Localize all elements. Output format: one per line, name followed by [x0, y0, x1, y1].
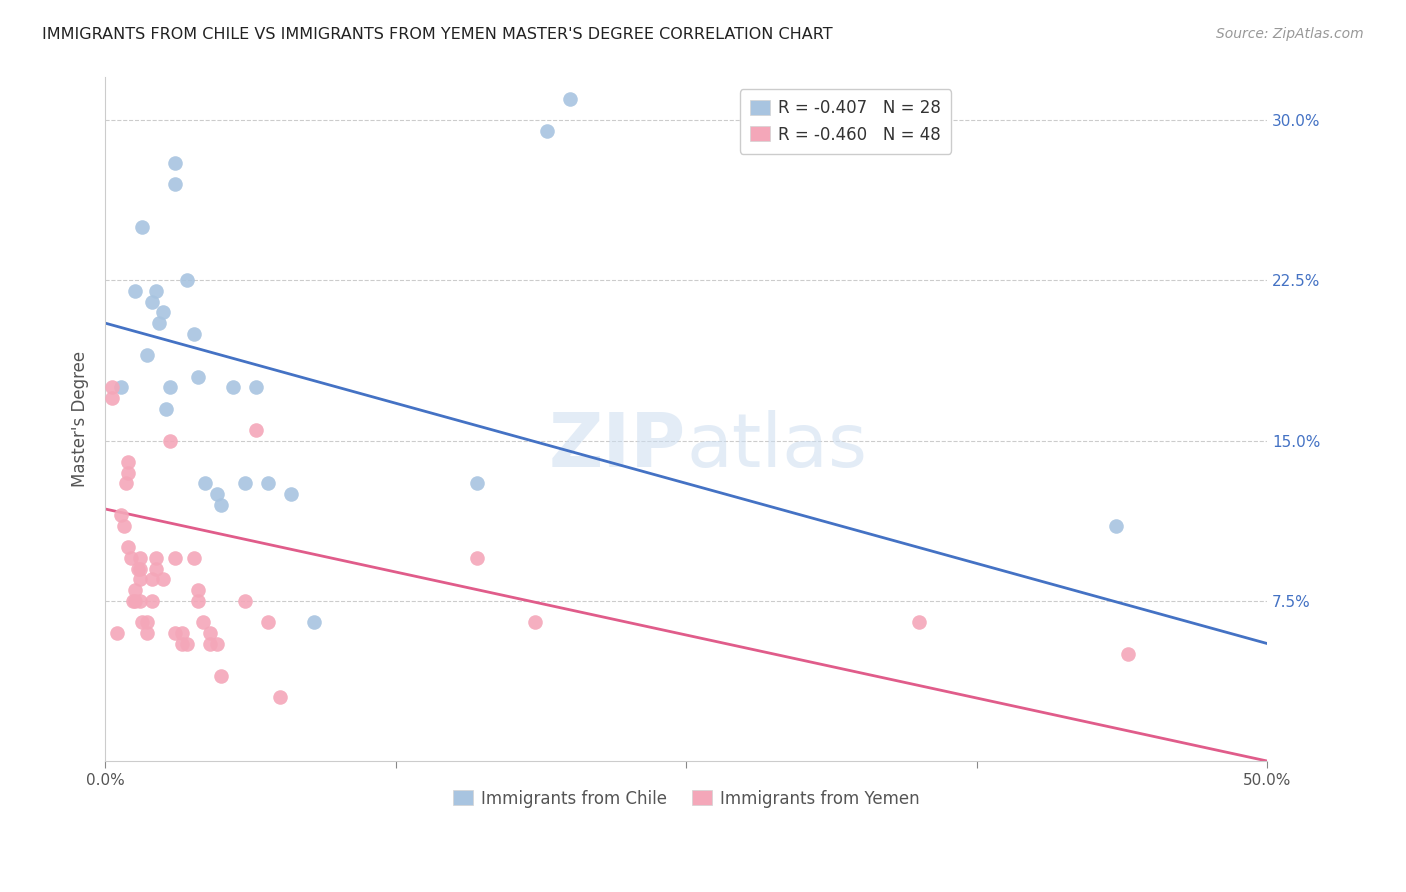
Point: [1116, 647, 1139, 661]
Point: [101, 391, 124, 405]
Point: [198, 626, 221, 640]
Point: [124, 594, 146, 608]
Point: [129, 551, 152, 566]
Point: [176, 636, 198, 650]
Text: Source: ZipAtlas.com: Source: ZipAtlas.com: [1216, 27, 1364, 41]
Point: [141, 594, 163, 608]
Point: [205, 636, 228, 650]
Point: [159, 380, 181, 394]
Point: [304, 615, 326, 630]
Point: [117, 541, 139, 555]
Point: [131, 615, 153, 630]
Point: [907, 615, 929, 630]
Point: [136, 626, 159, 640]
Point: [269, 690, 291, 704]
Point: [163, 551, 186, 566]
Point: [163, 156, 186, 170]
Point: [209, 498, 232, 512]
Point: [129, 573, 152, 587]
Point: [187, 583, 209, 598]
Point: [524, 615, 547, 630]
Point: [183, 551, 205, 566]
Point: [145, 562, 167, 576]
Point: [101, 380, 124, 394]
Point: [155, 401, 177, 416]
Point: [120, 551, 142, 566]
Point: [145, 551, 167, 566]
Point: [127, 562, 149, 576]
Point: [257, 476, 280, 491]
Point: [465, 551, 488, 566]
Point: [183, 326, 205, 341]
Point: [209, 668, 232, 682]
Point: [205, 487, 228, 501]
Point: [110, 380, 132, 394]
Point: [115, 476, 138, 491]
Point: [141, 573, 163, 587]
Point: [536, 124, 558, 138]
Y-axis label: Master's Degree: Master's Degree: [72, 351, 89, 487]
Point: [152, 573, 174, 587]
Point: [170, 636, 193, 650]
Point: [105, 626, 128, 640]
Point: [198, 636, 221, 650]
Point: [176, 273, 198, 287]
Point: [163, 626, 186, 640]
Point: [152, 305, 174, 319]
Point: [110, 508, 132, 523]
Text: ZIP: ZIP: [548, 410, 686, 483]
Point: [280, 487, 302, 501]
Point: [124, 583, 146, 598]
Point: [141, 294, 163, 309]
Point: [187, 594, 209, 608]
Text: IMMIGRANTS FROM CHILE VS IMMIGRANTS FROM YEMEN MASTER'S DEGREE CORRELATION CHART: IMMIGRANTS FROM CHILE VS IMMIGRANTS FROM…: [42, 27, 832, 42]
Point: [117, 455, 139, 469]
Point: [257, 615, 280, 630]
Point: [148, 316, 170, 330]
Point: [222, 380, 245, 394]
Point: [136, 348, 159, 362]
Point: [136, 615, 159, 630]
Point: [131, 219, 153, 234]
Point: [465, 476, 488, 491]
Point: [1105, 519, 1128, 533]
Point: [187, 369, 209, 384]
Point: [124, 284, 146, 298]
Point: [145, 284, 167, 298]
Point: [191, 615, 214, 630]
Point: [245, 423, 267, 437]
Text: atlas: atlas: [686, 410, 868, 483]
Point: [233, 594, 256, 608]
Legend: Immigrants from Chile, Immigrants from Yemen: Immigrants from Chile, Immigrants from Y…: [446, 783, 927, 814]
Point: [163, 178, 186, 192]
Point: [122, 594, 145, 608]
Point: [558, 92, 581, 106]
Point: [233, 476, 256, 491]
Point: [129, 594, 152, 608]
Point: [112, 519, 135, 533]
Point: [170, 626, 193, 640]
Point: [194, 476, 217, 491]
Point: [159, 434, 181, 448]
Point: [129, 562, 152, 576]
Point: [117, 466, 139, 480]
Point: [245, 380, 267, 394]
